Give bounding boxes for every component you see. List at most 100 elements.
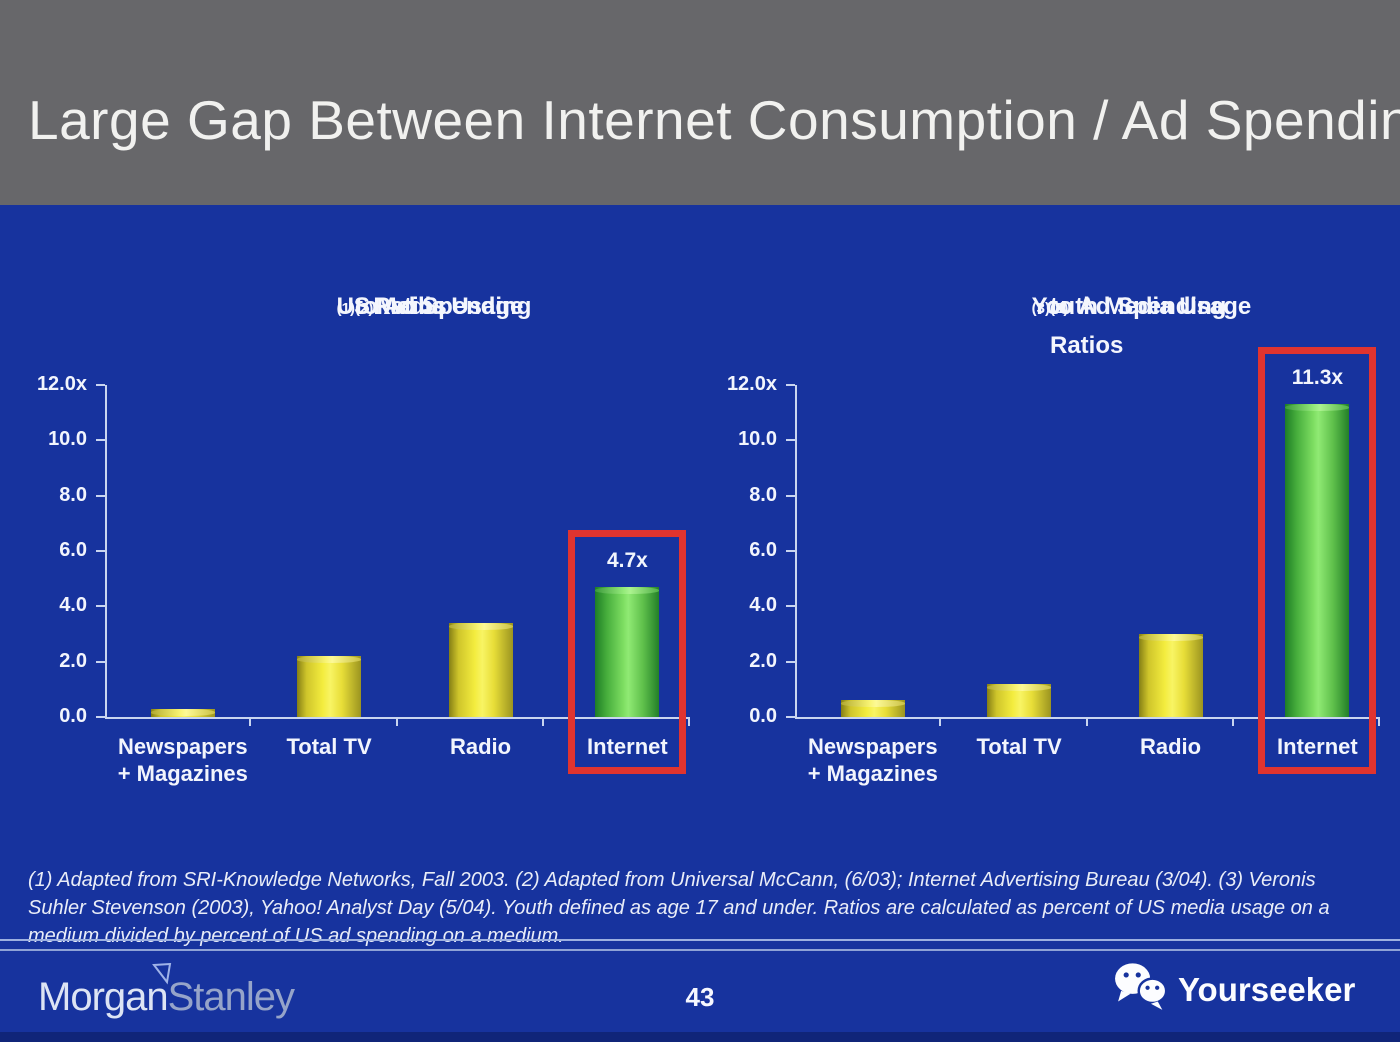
footer-separator-line bbox=[0, 939, 1400, 951]
category-label-line: Newspapers bbox=[117, 734, 248, 759]
title-text: to Ad Spending bbox=[355, 293, 532, 320]
title-text: Youth Media Usage bbox=[1031, 293, 1252, 320]
bar-top-cap bbox=[297, 656, 362, 664]
category-label-newspapers: Newspapers + Magazines bbox=[93, 733, 273, 787]
y-axis-tick-mark bbox=[96, 439, 105, 442]
category-label-radio: Radio bbox=[1081, 733, 1261, 760]
category-label-line: Internet bbox=[1277, 734, 1358, 759]
bar-top-cap bbox=[1285, 404, 1350, 412]
bar-top-cap bbox=[987, 683, 1052, 691]
bottom-strip bbox=[0, 1032, 1400, 1042]
title-superscript: (2) bbox=[1050, 300, 1069, 317]
bar-value-label: 4.7x bbox=[606, 548, 648, 572]
y-axis-tick-mark bbox=[96, 605, 105, 608]
category-label-internet: Internet bbox=[1227, 733, 1400, 760]
chart-title: US Media Usage (1) to Ad Spending (2) Ra… bbox=[55, 290, 655, 329]
category-label-line: Total TV bbox=[286, 734, 372, 759]
x-axis-line bbox=[795, 717, 1380, 719]
watermark-label: Yourseeker bbox=[1178, 971, 1356, 1008]
title-superscript: (3) bbox=[1031, 300, 1050, 317]
bar-top-cap bbox=[595, 586, 660, 594]
highlight-box bbox=[1258, 347, 1377, 774]
title-superscript: (1) bbox=[336, 300, 355, 317]
category-label-line: + Magazines bbox=[117, 761, 248, 786]
y-axis-tick-mark bbox=[96, 494, 105, 497]
category-label-line: Radio bbox=[450, 734, 512, 759]
y-axis-tick-label: 0.0 bbox=[749, 705, 777, 727]
y-axis-tick-label: 8.0 bbox=[749, 483, 777, 506]
bar-radio bbox=[448, 622, 513, 717]
y-axis-tick-mark bbox=[96, 550, 105, 552]
bar-internet bbox=[595, 586, 660, 717]
category-label-line: Internet bbox=[587, 734, 668, 759]
x-axis-tick-mark bbox=[1231, 717, 1234, 726]
y-axis-tick-label: 0.0 bbox=[59, 705, 87, 727]
bar-newspapers bbox=[840, 700, 905, 717]
bar-total-tv bbox=[987, 683, 1052, 717]
bar-radio bbox=[1138, 634, 1203, 717]
y-axis-tick-label: 6.0 bbox=[59, 539, 87, 561]
bar-newspapers bbox=[150, 708, 215, 717]
category-label-line: + Magazines bbox=[807, 761, 938, 786]
bar-total-tv bbox=[297, 656, 362, 717]
slide-header: Large Gap Between Internet Consumption /… bbox=[0, 0, 1400, 205]
y-axis-tick-label: 4.0 bbox=[59, 594, 87, 617]
title-text: to Ad Spending bbox=[1050, 293, 1227, 320]
y-axis-tick-mark bbox=[96, 660, 105, 663]
category-label-line: Total TV bbox=[976, 734, 1062, 759]
category-label-radio: Radio bbox=[391, 733, 571, 760]
title-superscript: (2) bbox=[355, 300, 374, 317]
morgan-stanley-triangle-icon bbox=[152, 963, 172, 985]
title-text: Ratios bbox=[1050, 332, 1124, 359]
y-axis-tick-mark bbox=[96, 384, 105, 386]
y-axis-tick-label: 10.0 bbox=[738, 428, 777, 451]
category-label-total-tv: Total TV bbox=[239, 733, 419, 760]
footnote-text: (1) Adapted from SRI-Knowledge Networks,… bbox=[28, 869, 1330, 947]
x-axis-tick-mark bbox=[395, 717, 398, 726]
x-axis-tick-mark bbox=[1378, 717, 1380, 726]
bar-top-cap bbox=[448, 622, 513, 630]
bar-internet bbox=[1285, 404, 1350, 717]
wechat-icon bbox=[1115, 963, 1168, 1010]
chart-title: Youth Media Usage (3) to Ad Spending (2)… bbox=[750, 290, 1350, 359]
brand-part-stanley: Stanley bbox=[167, 975, 295, 1019]
x-axis-tick-mark bbox=[688, 717, 690, 726]
category-label-line: Radio bbox=[1140, 734, 1202, 759]
slide-footer: MorganStanley 43 Yourseeker bbox=[0, 947, 1400, 1042]
y-axis-tick-mark bbox=[786, 716, 795, 718]
x-axis-line bbox=[105, 717, 690, 719]
y-axis-tick-mark bbox=[96, 716, 105, 718]
y-axis-tick-label: 12.0x bbox=[36, 373, 87, 395]
x-axis-tick-mark bbox=[249, 717, 252, 726]
y-axis-tick-label: 12.0x bbox=[726, 373, 777, 395]
bar-value-label: 11.3x bbox=[1291, 366, 1344, 390]
y-axis-tick-mark bbox=[786, 494, 795, 497]
y-axis-line bbox=[795, 385, 797, 719]
category-label-line: Newspapers bbox=[807, 734, 938, 759]
y-axis-tick-label: 2.0 bbox=[59, 649, 87, 672]
y-axis-tick-label: 2.0 bbox=[749, 649, 777, 672]
bar-top-cap bbox=[150, 708, 215, 716]
category-label-total-tv: Total TV bbox=[929, 733, 1109, 760]
y-axis-tick-mark bbox=[786, 384, 795, 386]
page-number: 43 bbox=[685, 982, 715, 1012]
y-axis-tick-mark bbox=[786, 439, 795, 442]
y-axis-line bbox=[105, 385, 107, 719]
y-axis-tick-label: 6.0 bbox=[749, 539, 777, 561]
y-axis-tick-label: 4.0 bbox=[749, 594, 777, 617]
title-text: Ratios bbox=[373, 293, 447, 320]
y-axis-tick-label: 10.0 bbox=[48, 428, 87, 451]
bar-top-cap bbox=[1138, 634, 1203, 641]
x-axis-tick-mark bbox=[1085, 717, 1088, 726]
chart-youth-media-usage: Youth Media Usage (3) to Ad Spending (2)… bbox=[727, 290, 1400, 810]
morgan-stanley-logo: MorganStanley bbox=[38, 963, 295, 1020]
chart-us-media-usage: US Media Usage (1) to Ad Spending (2) Ra… bbox=[35, 290, 705, 810]
highlight-box bbox=[568, 529, 687, 774]
brand-part-morgan: Morgan bbox=[38, 975, 169, 1019]
title-text: US Media Usage bbox=[336, 293, 524, 320]
y-axis-tick-mark bbox=[786, 660, 795, 663]
x-axis-tick-mark bbox=[939, 717, 942, 726]
slide-title: Large Gap Between Internet Consumption /… bbox=[28, 89, 1400, 151]
category-label-newspapers: Newspapers + Magazines bbox=[783, 733, 963, 787]
